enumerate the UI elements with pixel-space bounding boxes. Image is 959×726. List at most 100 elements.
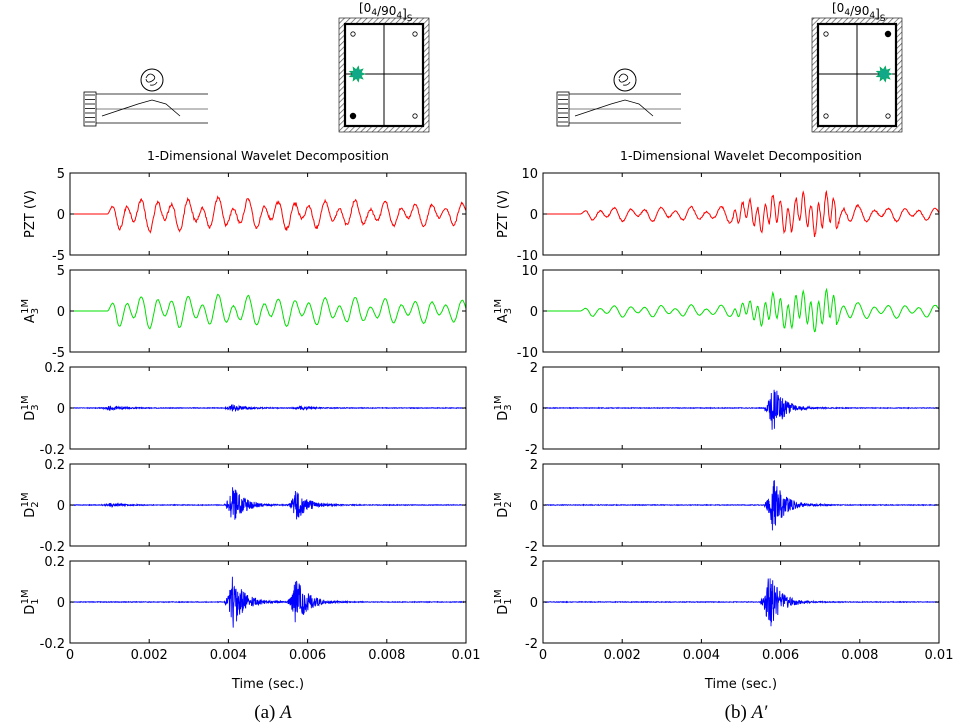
plate-schematic: [04/904]S — [811, 1, 903, 133]
laminate-label-part: /90 — [850, 4, 869, 18]
laminate-label-part: ] — [875, 7, 880, 21]
y-tick-label: 0 — [57, 208, 65, 223]
y-tick-label: -10 — [517, 346, 538, 361]
y-axis-label: D31M — [493, 395, 514, 420]
y-axis-label-main: D — [496, 605, 511, 615]
y-axis-label: PZT (V) — [496, 190, 511, 238]
y-axis-label-main: D — [23, 411, 38, 421]
y-axis-label-sup: 1M — [20, 299, 31, 314]
sensor-top-right-icon — [884, 30, 892, 38]
y-axis-label-sup: 1M — [20, 589, 31, 604]
subplot-1: 10 0 -10 PZT (V) — [496, 167, 940, 264]
beam-deflection-path — [574, 99, 654, 117]
y-tick-label: 0 — [57, 402, 65, 417]
x-axis-label: Time (sec.) — [704, 677, 777, 692]
panel-caption: (a) A — [254, 702, 292, 723]
y-axis-label: A31M — [493, 299, 514, 323]
y-axis-label: D21M — [493, 492, 514, 517]
y-axis-label-main: D — [496, 508, 511, 518]
y-axis-label: D31M — [20, 395, 41, 420]
laminate-label-part: [0 — [832, 1, 844, 15]
laminate-label-part: /90 — [377, 4, 396, 18]
y-tick-label: 5 — [57, 264, 65, 279]
plate-schematic: [04/904]S — [338, 1, 430, 133]
y-tick-label: -2 — [525, 443, 538, 458]
series-line-5 — [70, 576, 466, 628]
laminate-label-part: 4 — [371, 8, 377, 18]
caption-variable: A′ — [750, 702, 769, 723]
y-axis-label: D11M — [493, 589, 514, 614]
series-line-5 — [543, 578, 939, 627]
impactor-ball-icon — [140, 68, 164, 92]
impactor-schematic — [83, 68, 208, 127]
y-tick-label: 2 — [530, 361, 538, 376]
y-axis-label-sub: 1 — [30, 598, 41, 604]
y-tick-label: -0.2 — [40, 443, 65, 458]
y-tick-label: 0.2 — [44, 458, 65, 473]
y-tick-label: 5 — [57, 167, 65, 182]
y-tick-label: -2 — [525, 540, 538, 555]
y-axis-label-sup: 1M — [20, 395, 31, 410]
y-axis-label-main: D — [23, 508, 38, 518]
y-tick-label: 10 — [521, 167, 538, 182]
panel-a: [04/904]S1-Dimensional Wavelet Decomposi… — [20, 1, 480, 723]
beam-clamp-icon — [556, 91, 570, 127]
laminate-label-part: 4 — [396, 11, 402, 21]
y-tick-label: -10 — [517, 249, 538, 264]
sensor-top-left-icon — [350, 31, 356, 37]
sensor-bottom-left-icon — [823, 113, 829, 119]
x-tick-label: 0.004 — [210, 648, 247, 663]
caption-prefix: (b) — [725, 702, 752, 723]
y-tick-label: 0 — [530, 208, 538, 223]
y-tick-label: -0.2 — [40, 540, 65, 555]
series-line-4 — [70, 487, 466, 520]
sensor-top-left-icon — [823, 31, 829, 37]
y-axis-label-sub: 3 — [30, 308, 41, 314]
subplot-4: 2 0 -2 D21M — [493, 458, 940, 555]
x-tick-label: 0.01 — [452, 648, 481, 663]
subplot-3: 0.2 0 -0.2 D31M — [20, 361, 467, 458]
subplot-4: 0.2 0 -0.2 D21M — [20, 458, 467, 555]
laminate-label-part: S — [880, 14, 886, 24]
laminate-label-part: 4 — [869, 11, 875, 21]
y-tick-label: -5 — [52, 346, 65, 361]
chart-title: 1-Dimensional Wavelet Decomposition — [620, 148, 862, 163]
subplot-2: 5 0 -5 A31M — [20, 264, 467, 361]
series-line-3 — [70, 404, 466, 412]
y-axis-label-sup: 1M — [20, 492, 31, 507]
y-tick-label: 2 — [530, 458, 538, 473]
x-tick-label: 0.006 — [762, 648, 799, 663]
caption-variable: A — [278, 702, 292, 723]
y-axis-label-main: A — [496, 314, 511, 323]
impact-location-icon — [348, 65, 366, 83]
y-tick-label: 0 — [530, 305, 538, 320]
y-tick-label: 0 — [57, 499, 65, 514]
y-axis-label: A31M — [20, 299, 41, 323]
series-line-1 — [543, 189, 939, 238]
y-axis-label: D11M — [20, 589, 41, 614]
subplot-1: 5 0 -5 PZT (V) — [23, 167, 467, 264]
x-axis-label: Time (sec.) — [231, 677, 304, 692]
y-tick-label: 0 — [530, 596, 538, 611]
y-axis-label-sub: 3 — [503, 404, 514, 410]
y-tick-label: 0 — [57, 596, 65, 611]
y-axis-label-sup: 1M — [493, 589, 504, 604]
y-tick-label: 2 — [530, 555, 538, 570]
panel-caption: (b) A′ — [725, 702, 769, 723]
x-tick-label: 0.004 — [683, 648, 720, 663]
x-tick-label: 0 — [539, 648, 547, 663]
series-line-2 — [543, 287, 939, 333]
x-tick-label: 0.006 — [289, 648, 326, 663]
x-tick-label: 0.002 — [604, 648, 641, 663]
beam-clamp-icon — [83, 91, 97, 127]
y-tick-label: 0 — [530, 499, 538, 514]
x-tick-label: 0.008 — [841, 648, 878, 663]
panel-b: [04/904]S1-Dimensional Wavelet Decomposi… — [493, 1, 953, 723]
impactor-ball-icon — [613, 68, 637, 92]
sensor-bottom-left-icon — [349, 112, 357, 120]
laminate-label-part: ] — [402, 7, 407, 21]
impact-location-icon — [875, 65, 893, 83]
subplot-3: 2 0 -2 D31M — [493, 361, 940, 458]
